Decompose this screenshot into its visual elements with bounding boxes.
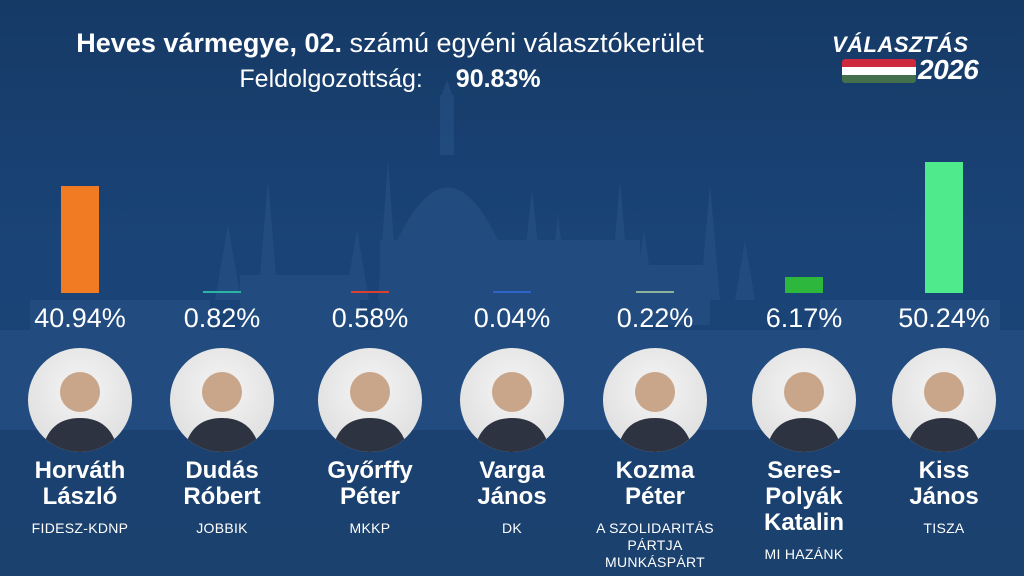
party-name-line: MUNKÁSPÁRT — [605, 554, 705, 570]
bar-1 — [61, 186, 99, 293]
party-name-line: FIDESZ-KDNP — [31, 520, 129, 536]
candidate-name-line: Kozma — [615, 457, 695, 484]
hungarian-flag-icon — [842, 59, 916, 83]
bar-6 — [785, 276, 823, 293]
percent-label-5: 0.22% — [616, 303, 694, 333]
bar-5 — [636, 291, 674, 293]
candidate-photo-7 — [892, 348, 996, 452]
person-silhouette-icon — [766, 372, 842, 452]
party-name-1: FIDESZ-KDNP — [5, 520, 155, 537]
candidate-name-line: János — [909, 483, 979, 510]
candidate-name-line: Péter — [339, 483, 401, 510]
percent-label-6: 6.17% — [765, 303, 843, 333]
percent-label-1: 40.94% — [34, 303, 126, 333]
candidate-name-line: Polyák — [765, 483, 843, 510]
candidate-name-line: Győrffy — [327, 457, 413, 484]
district-title: Heves vármegye, 02. számú egyéni választ… — [0, 26, 780, 60]
percent-label-7: 50.24% — [898, 303, 990, 333]
percent-label-3: 0.58% — [331, 303, 409, 333]
candidate-name-4: Varga János — [442, 458, 582, 510]
candidate-name-line: László — [42, 483, 118, 510]
bar-2 — [203, 290, 241, 293]
person-silhouette-icon — [617, 372, 693, 452]
candidate-name-1: Horváth László — [10, 458, 150, 510]
candidate-name-7: Kiss János — [874, 458, 1014, 510]
candidate-name-line: Katalin — [763, 509, 844, 536]
candidate-name-6: Seres- Polyák Katalin — [734, 458, 874, 536]
district-title-rest: számú egyéni választókerület — [349, 28, 704, 58]
person-silhouette-icon — [184, 372, 260, 452]
bar-3 — [351, 291, 389, 293]
processing-progress: Feldolgozottság: 90.83% — [0, 62, 780, 96]
party-name-3: MKKP — [295, 520, 445, 537]
candidate-photo-1 — [28, 348, 132, 452]
candidate-photo-6 — [752, 348, 856, 452]
election-logo: VÁLASZTÁS 2026 — [832, 32, 992, 88]
party-name-line: DK — [501, 520, 523, 536]
bar-7 — [925, 162, 963, 293]
progress-label: Feldolgozottság: — [239, 65, 423, 93]
candidate-name-line: Varga — [479, 457, 545, 484]
person-silhouette-icon — [474, 372, 550, 452]
candidate-name-line: János — [477, 483, 547, 510]
percent-label-4: 0.04% — [473, 303, 551, 333]
party-name-line: JOBBIK — [196, 520, 248, 536]
header: Heves vármegye, 02. számú egyéni választ… — [0, 26, 780, 96]
party-name-line: MI HAZÁNK — [764, 546, 844, 562]
flag-stripe-red — [842, 59, 916, 67]
person-silhouette-icon — [906, 372, 982, 452]
candidate-photo-3 — [318, 348, 422, 452]
candidate-name-2: Dudás Róbert — [152, 458, 292, 510]
party-name-2: JOBBIK — [147, 520, 297, 537]
logo-text-top: VÁLASZTÁS — [832, 32, 969, 57]
party-name-line: A SZOLIDARITÁS — [596, 520, 714, 536]
party-name-line: PÁRTJA — [627, 537, 683, 553]
candidate-name-line: Seres- — [767, 457, 841, 484]
person-silhouette-icon — [42, 372, 118, 452]
party-name-4: DK — [437, 520, 587, 537]
district-title-bold: Heves vármegye, 02. — [76, 28, 342, 58]
party-name-5: A SZOLIDARITÁS PÁRTJA MUNKÁSPÁRT — [580, 520, 730, 571]
party-name-line: MKKP — [349, 520, 391, 536]
candidate-name-line: Péter — [624, 483, 686, 510]
progress-value: 90.83% — [455, 65, 541, 93]
logo-year: 2026 — [918, 54, 979, 85]
party-name-6: MI HAZÁNK — [729, 546, 879, 563]
person-silhouette-icon — [332, 372, 408, 452]
candidate-photo-4 — [460, 348, 564, 452]
candidate-name-line: Horváth — [34, 457, 126, 484]
candidate-name-5: Kozma Péter — [585, 458, 725, 510]
candidate-name-line: Dudás — [185, 457, 259, 484]
candidate-name-3: Győrffy Péter — [300, 458, 440, 510]
candidate-photo-2 — [170, 348, 274, 452]
flag-stripe-white — [842, 67, 916, 75]
candidate-name-line: Róbert — [183, 483, 261, 510]
party-name-7: TISZA — [869, 520, 1019, 537]
candidate-name-line: Kiss — [918, 457, 970, 484]
candidate-photo-5 — [603, 348, 707, 452]
party-name-line: TISZA — [923, 520, 965, 536]
percent-label-2: 0.82% — [183, 303, 261, 333]
flag-stripe-green — [842, 75, 916, 83]
bar-4 — [493, 291, 531, 293]
